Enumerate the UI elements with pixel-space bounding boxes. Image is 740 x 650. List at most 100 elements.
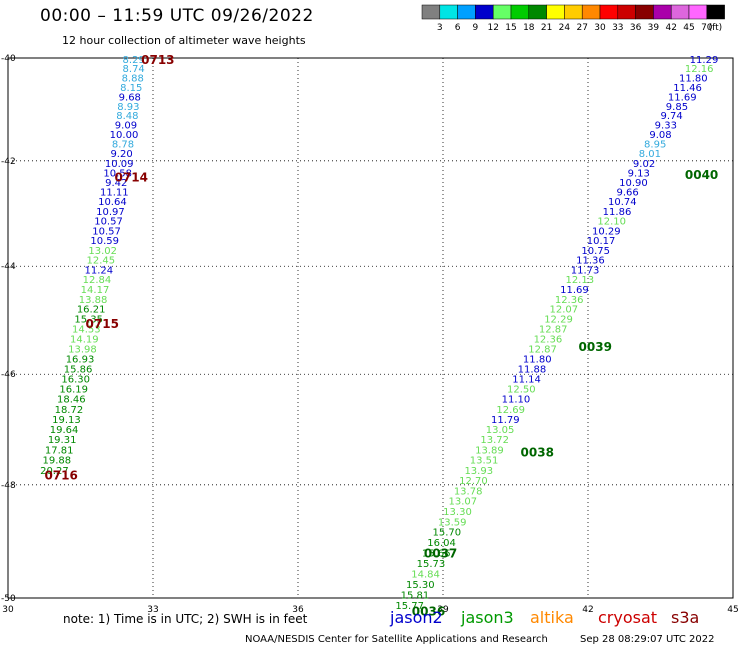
colorbar-bin (510, 4, 530, 20)
wave-height-value: 12.36 (534, 335, 563, 346)
wave-height-observations: 8.298.748.888.159.688.938.489.0910.008.7… (40, 55, 718, 612)
colorbar-bin (546, 4, 565, 20)
wave-height-value: 9.20 (110, 149, 132, 160)
pass-time-label: 0036 (412, 605, 445, 619)
wave-height-value: 12.87 (528, 344, 557, 355)
colorbar-bin (599, 4, 619, 20)
wave-height-value: 9.08 (649, 130, 671, 141)
generated-timestamp: Sep 28 08:29:07 UTC 2022 (580, 634, 715, 645)
wave-height-value: 13.72 (480, 435, 509, 446)
longitude-tick-label: 33 (147, 605, 158, 615)
plot-border (7, 57, 734, 599)
wave-height-value: 15.86 (64, 364, 93, 375)
latitude-tick-label: -46 (1, 370, 16, 380)
pass-time-labels: 0713 0714 0715 0716 0040 0039 0038 0037 0036 (44, 53, 718, 619)
wave-height-value: 19.64 (50, 425, 79, 436)
wave-height-value: 8.29 (123, 55, 145, 66)
wave-height-value: 9.74 (660, 111, 682, 122)
wave-height-value: 16.19 (59, 385, 88, 396)
wave-height-value: 16.21 (77, 305, 106, 316)
wave-height-value: 10.17 (587, 236, 616, 247)
colorbar-tick-label: 15 (505, 23, 516, 33)
wave-height-value: 12.70 (459, 476, 488, 487)
wave-height-value: 11.79 (491, 415, 520, 426)
wave-height-value: 12.84 (83, 275, 112, 286)
wave-height-value: 13.88 (79, 295, 108, 306)
longitude-tick-label: 36 (292, 605, 304, 615)
wave-height-value: 13.89 (475, 445, 504, 456)
wave-height-value: 10.00 (110, 130, 139, 141)
longitude-tick-label: 30 (2, 605, 14, 615)
pass-time-label: 0038 (521, 445, 554, 459)
pass-time-label: 0715 (86, 317, 119, 331)
colorbar-tick-label: 70 (701, 23, 713, 33)
wave-height-value: 12.13 (565, 275, 594, 286)
wave-height-value: 11.69 (668, 92, 697, 103)
wave-height-value: 8.48 (116, 111, 138, 122)
wave-height-value: 13.59 (438, 517, 467, 528)
colorbar-tick-label: 45 (683, 23, 694, 33)
wave-height-value: 13.93 (464, 466, 493, 477)
wave-height-value: 18.46 (57, 395, 86, 406)
wave-height-value: 19.88 (42, 456, 71, 467)
color-scale-bar: 3 6 9 12 15 18 21 24 27 30 33 36 39 42 45 70(ft) (421, 4, 725, 33)
pass-time-label: 0040 (685, 168, 718, 182)
colorbar-bin (421, 4, 441, 20)
wave-height-value: 13.51 (470, 456, 499, 467)
wave-height-value: 14.17 (81, 285, 110, 296)
colorbar-tick-label: 6 (455, 23, 461, 33)
wave-height-value: 8.15 (120, 83, 142, 94)
colorbar-tick-label: 3 (437, 23, 443, 33)
colorbar-bin (528, 4, 547, 20)
wave-height-value: 9.68 (119, 92, 141, 103)
wave-height-value: 10.90 (619, 178, 648, 189)
colorbar-bin (475, 4, 494, 20)
wave-height-value: 9.33 (655, 121, 677, 132)
wave-height-value: 13.98 (68, 344, 97, 355)
wave-height-value: 10.57 (94, 217, 123, 228)
axis-tick-labels: 30 33 36 39 42 45 -40 -42 -44 -46 -48 -50 (1, 54, 739, 615)
pass-time-label: 0037 (424, 547, 457, 561)
legend-jason2: jason2 (390, 608, 443, 627)
pass-time-label: 0716 (44, 469, 77, 483)
colorbar-bin (688, 4, 708, 20)
colorbar-tick-label: 33 (612, 23, 623, 33)
map-grid (8, 58, 733, 598)
wave-height-value: 12.07 (550, 305, 579, 316)
colorbar-tick-label: 21 (541, 23, 552, 33)
wave-height-value: 12.16 (685, 64, 714, 75)
wave-height-value: 12.45 (86, 256, 115, 267)
wave-height-value: 16.30 (61, 375, 90, 386)
wave-height-value: 8.74 (123, 64, 145, 75)
wave-height-value: 11.73 (571, 265, 600, 276)
latitude-tick-label: -44 (1, 262, 16, 272)
longitude-tick-label: 42 (582, 605, 593, 615)
colorbar-bin (653, 4, 672, 20)
colorbar-tick-label: 12 (487, 23, 498, 33)
colorbar-bin (581, 4, 601, 20)
colorbar-bin (492, 4, 512, 20)
wave-height-value: 15.73 (417, 559, 446, 570)
wave-height-value: 10.09 (105, 159, 134, 170)
latitude-tick-label: -42 (1, 157, 16, 167)
wave-height-value: 16.93 (66, 354, 95, 365)
wave-height-value: 15.66 (422, 549, 451, 560)
wave-height-value: 11.24 (85, 265, 114, 276)
wave-height-value: 17.81 (45, 445, 74, 456)
wave-height-value: 8.95 (644, 140, 666, 151)
wave-height-value: 11.10 (502, 395, 531, 406)
wave-height-value: 15.77 (395, 601, 424, 612)
wave-height-value: 18.72 (55, 405, 84, 416)
wave-height-value: 12.87 (539, 325, 568, 336)
wave-height-value: 11.36 (576, 256, 605, 267)
colorbar-tick-label: 42 (665, 23, 676, 33)
longitude-tick-label: 39 (437, 605, 449, 615)
wave-height-value: 8.93 (117, 102, 139, 113)
wave-height-value: 9.02 (633, 159, 655, 170)
wave-height-value: 20.27 (40, 466, 69, 477)
pass-time-label: 0713 (141, 53, 174, 67)
wave-height-value: 10.74 (608, 197, 637, 208)
wave-height-value: 10.64 (98, 197, 127, 208)
legend-jason3: jason3 (461, 608, 514, 627)
pass-time-label: 0039 (579, 340, 612, 354)
